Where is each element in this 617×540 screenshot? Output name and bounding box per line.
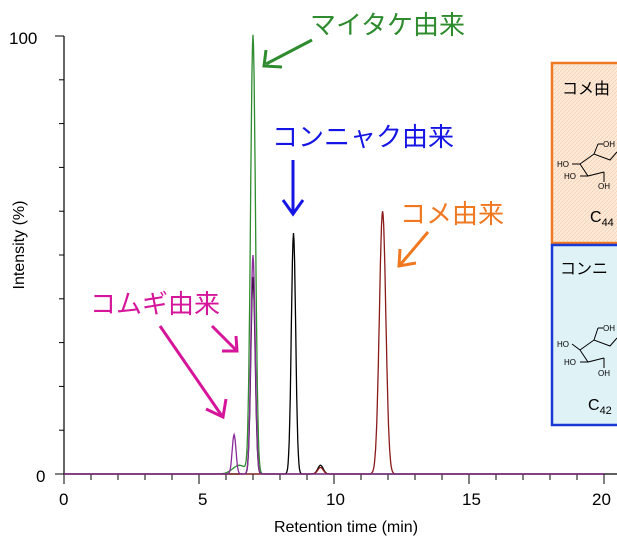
ring-label-ho-left: HO [557, 340, 569, 349]
x-tick-label-15: 15 [462, 490, 481, 509]
inset-box-konjac: コンニ OH HO HO OH C42 [550, 243, 617, 427]
series-trace-1 [64, 233, 604, 475]
annotation-konjac: コンニャク由来 [272, 123, 454, 153]
inset-box-rice: コメ由 OH HO HO OH C44 [550, 61, 617, 245]
series-trace-3 [64, 254, 604, 475]
mannose-ring-structure: OH HO HO OH [557, 324, 617, 378]
annotation-kome-arrowhead [397, 248, 417, 268]
annotation-komugi-arrowhead-1 [222, 335, 239, 353]
y-axis-ticks [55, 35, 64, 475]
series-layer [64, 34, 604, 475]
x-tick-label-0: 0 [59, 490, 68, 509]
x-axis-ticks [63, 474, 605, 484]
glucose-ring-structure: OH HO HO OH [557, 140, 617, 191]
ring-label-oh-top: OH [603, 324, 615, 333]
x-tick-label-5: 5 [198, 490, 207, 509]
annotation-konjac-arrowhead [281, 199, 305, 217]
inset-box-rice-formula: C44 [590, 209, 614, 229]
inset-box-konjac-title: コンニ [560, 259, 608, 278]
inset-box-konjac-formula: C42 [588, 397, 612, 417]
inset-box-rice-title: コメ由 [562, 79, 610, 98]
y-tick-label-100: 100 [9, 29, 37, 48]
ring-label-ho-bottom: HO [564, 358, 576, 367]
annotation-komugi-arrow-1 [210, 324, 238, 352]
ring-label-ho-left: HO [557, 160, 569, 169]
series-trace-2 [64, 211, 604, 475]
ring-label-ho-bottom: HO [564, 172, 576, 181]
y-axis-title: Intensity (%) [11, 201, 28, 290]
series-trace-0 [64, 34, 604, 475]
annotation-komugi-arrowhead-2 [205, 398, 228, 420]
inset-box-rice-hatch [553, 64, 617, 242]
annotation-kome-arrow [398, 231, 430, 266]
ring-label-oh-bottom: OH [598, 369, 610, 378]
annotation-komugi: コムギ由来 [90, 290, 220, 320]
y-tick-label-0: 0 [36, 467, 45, 486]
x-tick-label-10: 10 [326, 490, 345, 509]
annotation-maitake: マイタケ由来 [310, 11, 465, 41]
annotation-kome: コメ由来 [400, 200, 504, 230]
annotation-maitake-arrow [265, 38, 313, 66]
annotation-komugi-arrow-2 [158, 325, 224, 417]
ring-label-oh-top: OH [603, 140, 615, 149]
inset-box-konjac-bg [550, 243, 617, 427]
x-axis-title: Retention time (min) [274, 519, 418, 536]
x-tick-label-20: 20 [592, 490, 611, 509]
annotation-maitake-arrowhead [262, 49, 283, 69]
ring-label-oh-bottom: OH [598, 182, 610, 191]
